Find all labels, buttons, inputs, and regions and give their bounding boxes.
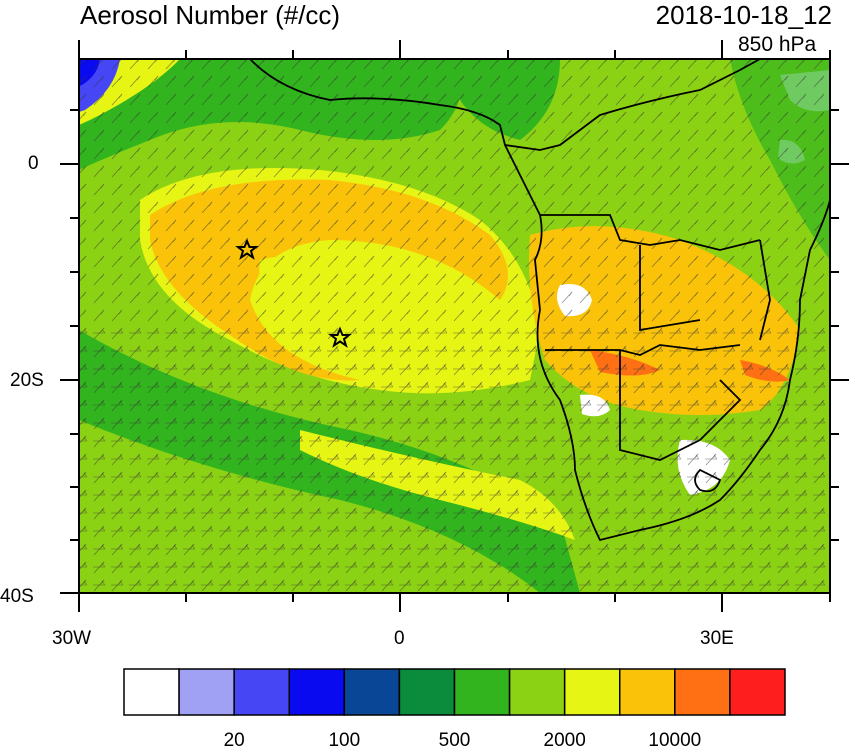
y-tick-label-20s: 20S — [10, 370, 44, 391]
colorbar-label: 100 — [328, 730, 360, 750]
zambia-border — [639, 245, 701, 332]
aerosol-field — [79, 59, 830, 593]
colorbar-swatch — [123, 668, 180, 716]
congo-border — [540, 214, 761, 251]
map-datetime: 2018-10-18_12 — [655, 0, 832, 30]
colorbar-swatch — [398, 668, 456, 716]
colorbar-swatch — [288, 668, 346, 716]
colorbar-swatch — [178, 668, 235, 716]
wind-barbs-b — [79, 330, 830, 593]
star-icon — [235, 238, 259, 260]
colorbar-swatch — [233, 668, 291, 716]
observation-markers — [235, 238, 352, 348]
y-tick-label-40s: 40S — [0, 586, 34, 607]
colorbar-swatch — [453, 668, 511, 716]
pressure-level: 850 hPa — [738, 33, 817, 56]
colorbar-swatch — [508, 668, 566, 716]
colorbar-label: 500 — [439, 730, 471, 750]
colorbar-label: 10000 — [648, 730, 701, 750]
star-icon — [328, 326, 352, 348]
colorbar-swatch — [729, 668, 786, 716]
africa-coastline — [249, 59, 830, 542]
x-tick-label-30w: 30W — [52, 628, 92, 649]
x-tick-label-0: 0 — [394, 628, 405, 649]
x-tick-label-30e: 30E — [700, 628, 734, 649]
coastlines — [249, 59, 830, 542]
tick-marks — [60, 40, 849, 612]
lesotho — [694, 468, 722, 493]
botswana-border — [619, 350, 701, 461]
map-title: Aerosol Number (#/cc) — [80, 0, 341, 30]
angola-border — [545, 344, 741, 356]
lake-border — [759, 239, 771, 341]
colorbar-swatch — [343, 668, 401, 716]
north-border — [504, 59, 761, 151]
colorbar-swatch — [674, 668, 731, 716]
colorbar-label: 20 — [224, 730, 245, 750]
colorbar-label: 2000 — [544, 730, 586, 750]
colorbar-swatch — [563, 668, 621, 716]
colorbar: 20 100 500 2000 10000 — [123, 668, 786, 750]
colorbar-swatch — [619, 668, 676, 716]
mozambique-border — [699, 379, 742, 441]
y-tick-label-0: 0 — [28, 153, 39, 174]
